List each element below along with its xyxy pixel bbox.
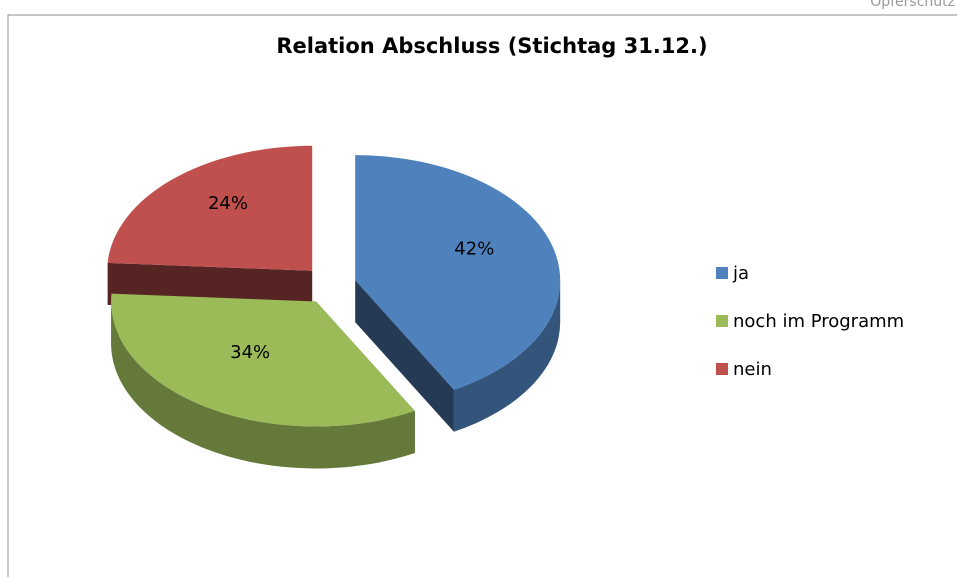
data-label: 42% (454, 238, 494, 259)
legend-label: noch im Programm (733, 311, 904, 332)
data-label: 24% (208, 193, 248, 214)
pie-slice (107, 145, 313, 271)
chart-title: Relation Abschluss (Stichtag 31.12.) (276, 34, 707, 58)
legend-swatch (716, 363, 728, 375)
legend-swatch (716, 267, 728, 279)
pie-slice (355, 155, 561, 390)
pie-slice (111, 293, 415, 427)
legend-label: nein (733, 359, 772, 380)
slice-outer-wall (111, 301, 415, 469)
header-text: Opferschutz (870, 0, 955, 10)
data-label: 34% (230, 342, 270, 363)
slice-cut-face (355, 280, 454, 432)
slice-outer-wall (453, 280, 561, 432)
legend-swatch (716, 315, 728, 327)
legend-label: ja (732, 263, 749, 284)
